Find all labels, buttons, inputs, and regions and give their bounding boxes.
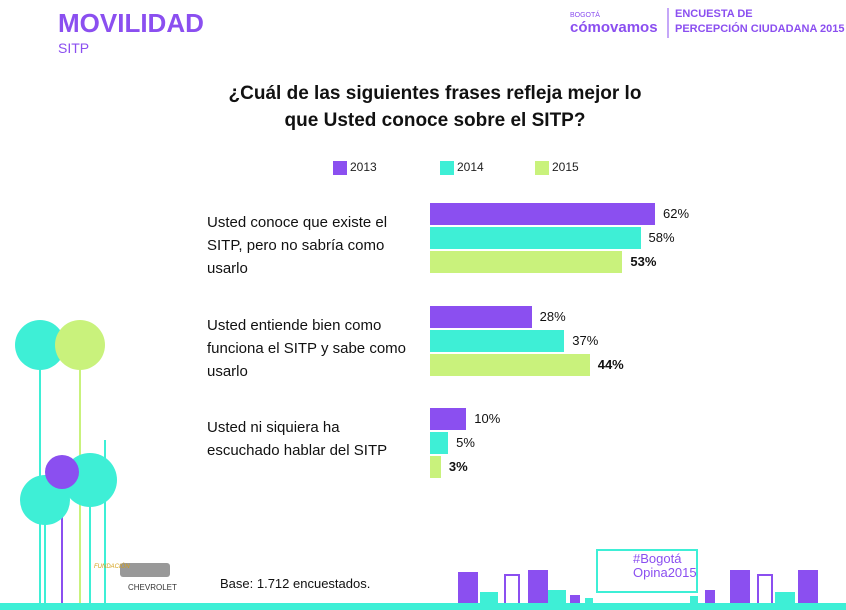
- bar: [430, 251, 623, 273]
- sponsor-small: FUNDACIÓN: [94, 564, 130, 570]
- bar: [430, 408, 467, 430]
- bar: [430, 456, 441, 478]
- legend-swatch: [535, 161, 549, 175]
- section-title: MOVILIDAD: [58, 8, 204, 38]
- category-label: Usted conoce que existe el SITP, pero no…: [207, 214, 388, 277]
- value-label: 44%: [597, 356, 624, 372]
- bottom-strip: [0, 603, 846, 610]
- bar: [430, 227, 641, 249]
- bar: [430, 432, 449, 454]
- base-note: Base: 1.712 encuestados.: [220, 576, 371, 591]
- category-label: Usted entiende bien como funciona el SIT…: [207, 316, 406, 380]
- hashtag-box: [596, 549, 698, 593]
- value-label: 58%: [648, 230, 675, 245]
- category-label: Usted ni siquiera ha escuchado hablar de…: [207, 419, 388, 459]
- legend-label: 2015: [552, 160, 579, 174]
- logo-small: BOGOTÁ: [570, 12, 600, 19]
- bar: [430, 203, 656, 225]
- survey-line: PERCEPCIÓN CIUDADANA 2015: [675, 23, 845, 35]
- buildings: [458, 570, 818, 605]
- legend-swatch: [333, 161, 347, 175]
- value-label: 53%: [630, 254, 657, 269]
- value-label: 37%: [572, 332, 599, 348]
- legend-label: 2013: [350, 160, 377, 174]
- legend-swatch: [440, 161, 454, 175]
- trees: [15, 320, 117, 603]
- hashtag: #Bogotá: [633, 551, 682, 566]
- value-label: 5%: [456, 435, 475, 450]
- value-label: 62%: [663, 206, 690, 221]
- bar: [430, 305, 532, 328]
- hashtag: Opina2015: [633, 565, 697, 580]
- sponsor-logo: [120, 563, 170, 577]
- sponsor: CHEVROLET: [128, 583, 177, 592]
- logo-main: cómovamos: [570, 19, 658, 36]
- bar: [430, 353, 590, 376]
- subsection: SITP: [58, 40, 90, 56]
- bar: [430, 329, 565, 352]
- value-label: 28%: [539, 308, 566, 324]
- value-label: 3%: [448, 459, 468, 474]
- survey-line: ENCUESTA DE: [675, 8, 753, 20]
- chart-title: ¿Cuál de las siguientes frases refleja m…: [228, 83, 642, 131]
- value-label: 10%: [474, 411, 501, 426]
- legend-label: 2014: [457, 160, 484, 174]
